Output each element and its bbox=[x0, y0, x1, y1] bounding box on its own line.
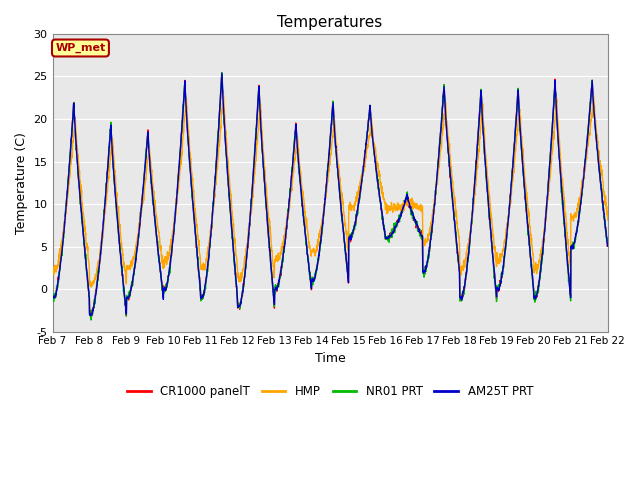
Y-axis label: Temperature (C): Temperature (C) bbox=[15, 132, 28, 234]
Title: Temperatures: Temperatures bbox=[278, 15, 383, 30]
Legend: CR1000 panelT, HMP, NR01 PRT, AM25T PRT: CR1000 panelT, HMP, NR01 PRT, AM25T PRT bbox=[122, 381, 538, 403]
Text: WP_met: WP_met bbox=[55, 43, 106, 53]
X-axis label: Time: Time bbox=[315, 352, 346, 365]
